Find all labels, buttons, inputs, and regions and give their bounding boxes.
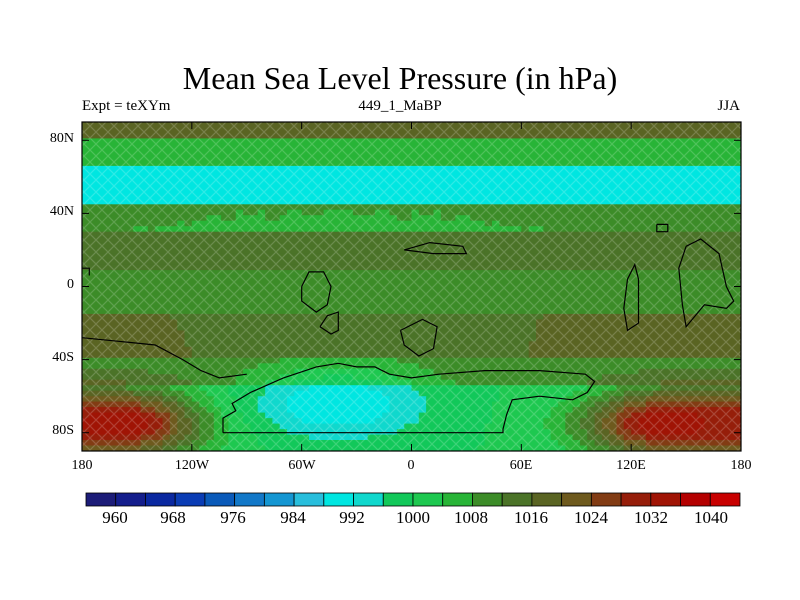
case-label: 449_1_MaBP	[358, 98, 442, 114]
pressure-field	[82, 122, 741, 451]
chart-title: Mean Sea Level Pressure (in hPa)	[182, 60, 618, 96]
season-label: JJA	[717, 98, 740, 114]
experiment-label: Expt = teXYm	[82, 98, 171, 114]
